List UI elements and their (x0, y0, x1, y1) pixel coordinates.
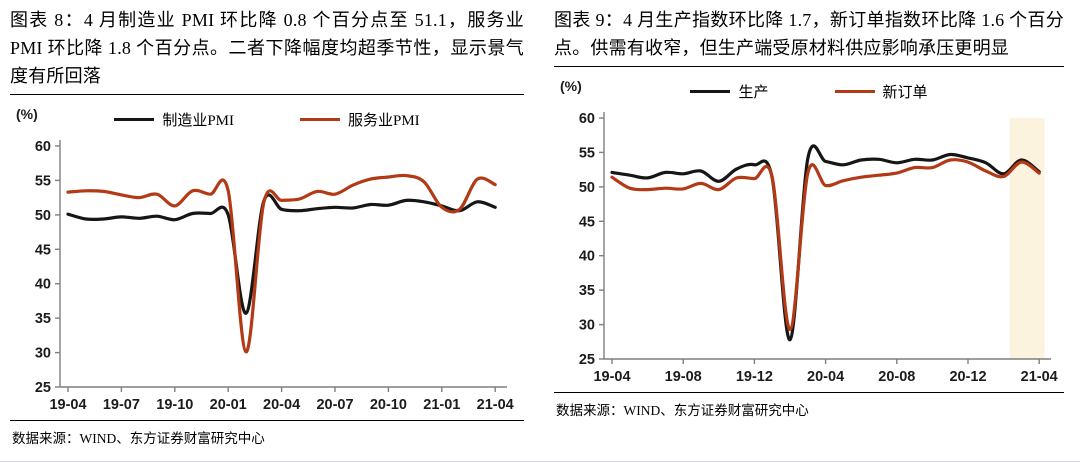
figure-title: 图表 9：4 月生产指数环比降 1.7，新订单指数环比降 1.6 个百分点。供需… (554, 10, 1064, 58)
axes (55, 140, 507, 392)
y-tick-label: 55 (579, 145, 595, 161)
series-line-1 (66, 173, 497, 354)
series-line-0 (66, 193, 497, 315)
x-tick-label: 20-10 (370, 397, 407, 413)
legend-swatch (834, 89, 875, 94)
y-tick-label: 60 (579, 111, 595, 127)
manufacturing-services-pmi-chart: 25 30 35 40 45 50 55 60 19-04 19-07 19-10 20-01 20-0… (35, 139, 514, 413)
y-tick-label: 35 (35, 311, 51, 327)
figure-9: 图表 9：4 月生产指数环比降 1.7，新订单指数环比降 1.6 个百分点。供需… (540, 0, 1080, 461)
x-tick-label: 21-01 (423, 397, 460, 413)
x-tick-label: 20-01 (210, 397, 247, 413)
x-tick-label: 19-10 (156, 397, 193, 413)
y-tick-label: 35 (579, 283, 595, 299)
y-axis-unit-label: (%) (560, 78, 582, 94)
x-tick-label: 19-04 (49, 397, 86, 413)
legend-item: 生产 (690, 81, 769, 102)
legend-label: 生产 (738, 85, 769, 101)
title-divider (554, 66, 1064, 67)
x-tick-label: 20-08 (878, 369, 915, 385)
x-tick-label: 20-04 (263, 397, 300, 413)
x-tick-label: 19-07 (103, 397, 140, 413)
legend-swatch (114, 117, 155, 122)
series-line-1 (610, 158, 1041, 332)
series-line-0 (610, 144, 1041, 342)
x-tick-label: 19-08 (665, 369, 702, 385)
x-tick-label: 20-04 (807, 369, 844, 385)
legend-label: 新订单 (882, 85, 928, 101)
figure-8: 图表 8：4 月制造业 PMI 环比降 0.8 个百分点至 51.1，服务业 P… (0, 0, 540, 461)
legend-swatch (690, 89, 731, 94)
chart-legend: 生产 新订单 (554, 74, 1064, 102)
data-source: 数据来源：WIND、东方证券财富研究中心 (12, 431, 265, 446)
x-tick-label: 20-12 (949, 369, 986, 385)
y-tick-label: 25 (35, 380, 51, 396)
legend-item: 服务业PMI (300, 109, 420, 130)
axis-labels: 25 30 35 40 45 50 55 60 19-04 19-08 19-12 20-04 20-0… (579, 111, 1058, 385)
legend-item: 制造业PMI (114, 109, 234, 130)
production-neworders-chart: 25 30 35 40 45 50 55 60 19-04 19-08 19-12 20-04 20-0… (579, 111, 1058, 385)
y-tick-label: 45 (35, 242, 51, 258)
x-tick-label: 21-04 (477, 397, 514, 413)
y-tick-label: 45 (579, 214, 595, 230)
y-tick-label: 25 (579, 352, 595, 368)
x-tick-label: 19-04 (593, 369, 630, 385)
axis-labels: 25 30 35 40 45 50 55 60 19-04 19-07 19-10 20-01 20-0… (35, 139, 514, 413)
x-tick-label: 19-12 (736, 369, 773, 385)
y-tick-label: 55 (35, 173, 51, 189)
chart-header: (%) 生产 新订单 (554, 74, 1064, 104)
figure-title: 图表 8：4 月制造业 PMI 环比降 0.8 个百分点至 51.1，服务业 P… (10, 10, 524, 86)
x-tick-label: 21-04 (1021, 369, 1058, 385)
y-tick-label: 40 (579, 249, 595, 265)
legend-item: 新订单 (834, 81, 928, 102)
data-source: 数据来源：WIND、东方证券财富研究中心 (556, 403, 809, 418)
source-divider (554, 392, 1064, 393)
y-axis-unit-label: (%) (16, 106, 38, 122)
y-tick-label: 40 (35, 277, 51, 293)
legend-swatch (300, 117, 340, 122)
chart-header: (%) 制造业PMI 服务业PMI (10, 102, 524, 132)
source-divider (10, 420, 524, 421)
y-tick-label: 60 (35, 139, 51, 155)
chart-legend: 制造业PMI 服务业PMI (10, 102, 524, 130)
y-tick-label: 50 (35, 208, 51, 224)
x-tick-label: 20-07 (316, 397, 353, 413)
y-tick-label: 50 (579, 180, 595, 196)
legend-label: 制造业PMI (162, 113, 234, 129)
y-tick-label: 30 (35, 346, 51, 362)
highlight-band (1009, 118, 1045, 359)
y-tick-label: 30 (579, 318, 595, 334)
legend-label: 服务业PMI (348, 113, 420, 129)
axes (599, 112, 1051, 364)
title-divider (10, 94, 524, 95)
